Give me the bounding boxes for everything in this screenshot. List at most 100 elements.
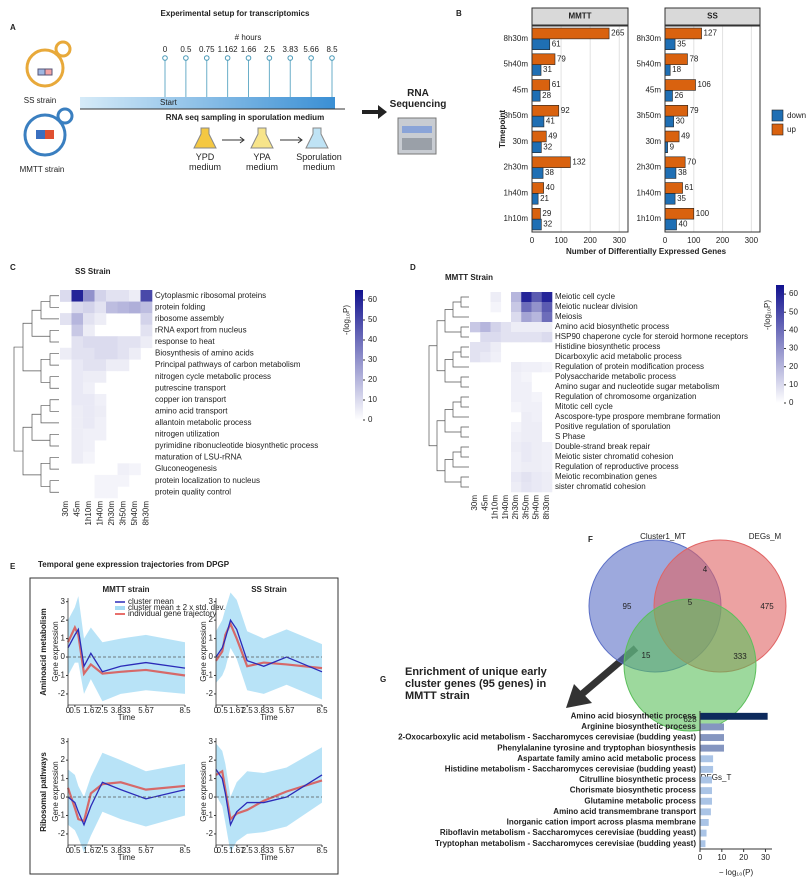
column-label: 2h30m — [511, 495, 520, 520]
setup-title: Experimental setup for transcriptomics — [161, 9, 310, 18]
heatmap-cell — [511, 322, 522, 333]
dendrogram — [460, 476, 469, 488]
heatmap-cell — [521, 332, 532, 343]
heatmap-cell — [521, 452, 532, 463]
heatmap-cell — [117, 359, 130, 372]
bar — [531, 105, 560, 117]
y-tick-label: -1 — [58, 811, 66, 820]
column-label: 1h40m — [501, 495, 510, 520]
heatmap-cell — [511, 472, 522, 483]
heatmap-cell — [117, 463, 130, 476]
heatmap-cell — [83, 428, 95, 441]
x-tick-label: 30 — [761, 853, 770, 862]
value-label: 38 — [545, 168, 554, 177]
row-label: Regulation of protein modification proce… — [555, 362, 704, 371]
y-tick-label: 30m — [512, 137, 528, 146]
x-axis-label: − log₁₀(P) — [719, 868, 754, 877]
heatmap-cell — [71, 428, 84, 441]
value-label: 18 — [672, 65, 681, 74]
x-tick-label: 300 — [613, 236, 627, 245]
heatmap-title: SS Strain — [75, 267, 111, 276]
heatmap-cell — [531, 312, 543, 323]
heatmap-cell — [94, 301, 107, 314]
y-tick-label: Arginine biosynthetic process — [581, 722, 696, 731]
row-label: Amino acid biosynthetic process — [555, 322, 669, 331]
x-tick-label: 5.67 — [138, 706, 154, 715]
media-label: YPD medium — [188, 152, 221, 172]
heatmap-cell — [106, 301, 118, 314]
heatmap-cell — [511, 372, 522, 383]
row-label: protein quality control — [155, 487, 231, 496]
x-tick-label: 100 — [554, 236, 568, 245]
ss-cell — [25, 40, 72, 88]
y-tick-label: -2 — [206, 829, 214, 838]
heatmap-cell — [470, 352, 481, 363]
y-tick-label: 1 — [61, 774, 66, 783]
mmtt-cell — [23, 107, 74, 157]
row-label: Meiotic recombination genes — [555, 472, 657, 481]
y-axis-label: Gene expression — [199, 761, 208, 821]
column-label: 1h10m — [491, 495, 500, 520]
value-label: 40 — [546, 183, 555, 192]
y-tick-label: 3h50m — [504, 111, 529, 120]
heatmap-cell — [490, 342, 502, 353]
y-tick-label: Inorganic cation import across plasma me… — [507, 818, 697, 827]
y-tick-label: Amino acid biosynthetic process — [571, 711, 697, 720]
heatmap-cell — [521, 392, 532, 403]
bar — [664, 182, 683, 194]
heatmap-cell — [94, 347, 107, 360]
cluster-mean — [67, 627, 186, 673]
heatmap-cell — [71, 451, 84, 464]
timepoint-head — [329, 55, 335, 61]
heatmap-cell — [117, 347, 130, 360]
strain-label: SS strain — [24, 96, 56, 105]
heatmap-cell — [511, 332, 522, 343]
row-label: copper ion transport — [155, 395, 227, 404]
heatmap-cell — [83, 370, 95, 383]
x-tick-label: 0 — [214, 706, 219, 715]
heatmap-cell — [71, 290, 84, 302]
heatmap-cell — [94, 370, 107, 383]
bar — [700, 765, 714, 773]
timepoint-head — [224, 55, 231, 61]
heatmap-cell — [71, 440, 84, 453]
value-label: 32 — [543, 142, 552, 151]
value-label: 127 — [704, 29, 718, 38]
heatmap-cell — [511, 432, 522, 443]
dendrogram — [460, 346, 469, 358]
heatmap-cell — [521, 402, 532, 413]
heatmap-cell — [531, 412, 543, 423]
row-label: allantoin metabolic process — [155, 418, 252, 427]
y-tick-label: 2 — [61, 755, 66, 764]
value-label: 79 — [557, 54, 566, 63]
colorbar-label: -(log₁₀P) — [342, 305, 351, 335]
column-label: 8h30m — [542, 495, 551, 520]
e-row-label: Ribosomal pathways — [39, 752, 48, 832]
panel-label: A — [10, 23, 16, 32]
panel-label: F — [588, 535, 593, 544]
x-tick-label: 0 — [698, 853, 703, 862]
bar — [700, 723, 724, 731]
heatmap-cell — [531, 332, 543, 343]
heatmap-cell — [83, 347, 95, 360]
y-tick-label: 1h40m — [504, 188, 529, 197]
heatmap-cell — [480, 322, 491, 333]
gene-trajectory — [66, 781, 186, 823]
panel-label: G — [380, 675, 386, 684]
x-tick-label: 3.833 — [111, 706, 132, 715]
heatmap-cell — [71, 324, 84, 337]
bar — [700, 797, 712, 805]
heatmap-cell — [531, 422, 543, 433]
value-label: 35 — [677, 39, 686, 48]
x-tick-label: 300 — [745, 236, 759, 245]
legend-label: down — [787, 111, 806, 120]
heatmap-cell — [129, 463, 141, 476]
sampling-label: RNA seq sampling in sporulation medium — [166, 113, 324, 122]
colorbar — [776, 285, 784, 403]
region-count: 333 — [733, 652, 747, 661]
timepoint-label: 0.5 — [180, 45, 192, 54]
heatmap-cell — [521, 362, 532, 373]
row-label: Histidine biosynthetic process — [555, 342, 660, 351]
heatmap-cell — [83, 440, 95, 453]
